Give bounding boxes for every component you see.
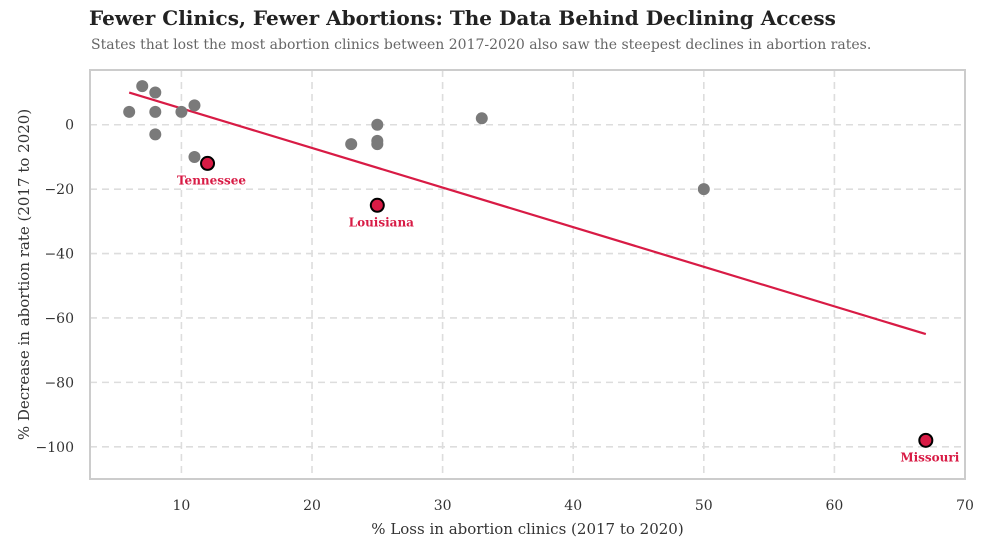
highlight-label: Missouri (900, 450, 959, 464)
data-point (188, 99, 201, 112)
x-tick-label: 10 (173, 498, 191, 514)
data-points (123, 80, 710, 196)
y-tick-label: −60 (44, 311, 74, 327)
x-axis-label: % Loss in abortion clinics (2017 to 2020… (371, 520, 683, 538)
data-point (149, 86, 162, 99)
highlight-label: Tennessee (177, 173, 246, 187)
y-tick-label: −100 (36, 440, 74, 456)
data-point (371, 138, 384, 151)
data-point (149, 128, 162, 141)
chart-subtitle: States that lost the most abortion clini… (91, 37, 872, 53)
x-tick-label: 60 (825, 498, 843, 514)
y-axis-label: % Decrease in abortion rate (2017 to 202… (15, 109, 33, 440)
data-point (136, 80, 149, 93)
y-tick-label: −40 (44, 247, 74, 263)
x-tick-label: 30 (434, 498, 452, 514)
y-tick-label: 0 (65, 118, 74, 134)
highlight-point (369, 197, 385, 213)
trend-line (128, 91, 927, 336)
data-point (345, 138, 358, 151)
highlighted-points: Tennessee Louisiana Missouri (177, 155, 960, 464)
data-point (175, 105, 188, 118)
y-tick-label: −80 (44, 375, 74, 391)
x-tick-label: 20 (303, 498, 321, 514)
y-tick-label: −20 (44, 182, 74, 198)
data-point (123, 105, 136, 118)
x-tick-label: 70 (956, 498, 974, 514)
data-point (697, 183, 710, 196)
data-point (149, 105, 162, 118)
x-tick-label: 40 (564, 498, 582, 514)
data-point (371, 118, 384, 131)
x-tick-labels: 10 20 30 40 50 60 70 (173, 498, 974, 514)
plot-frame (89, 69, 966, 480)
data-point (475, 112, 488, 125)
chart-title: Fewer Clinics, Fewer Abortions: The Data… (89, 6, 836, 30)
highlight-label: Louisiana (349, 215, 415, 229)
x-tick-label: 50 (695, 498, 713, 514)
data-point (188, 150, 201, 163)
y-tick-labels: 0 −20 −40 −60 −80 −100 (36, 118, 74, 456)
grid-lines (90, 70, 965, 479)
highlight-point (918, 432, 934, 448)
highlight-point (200, 155, 216, 171)
